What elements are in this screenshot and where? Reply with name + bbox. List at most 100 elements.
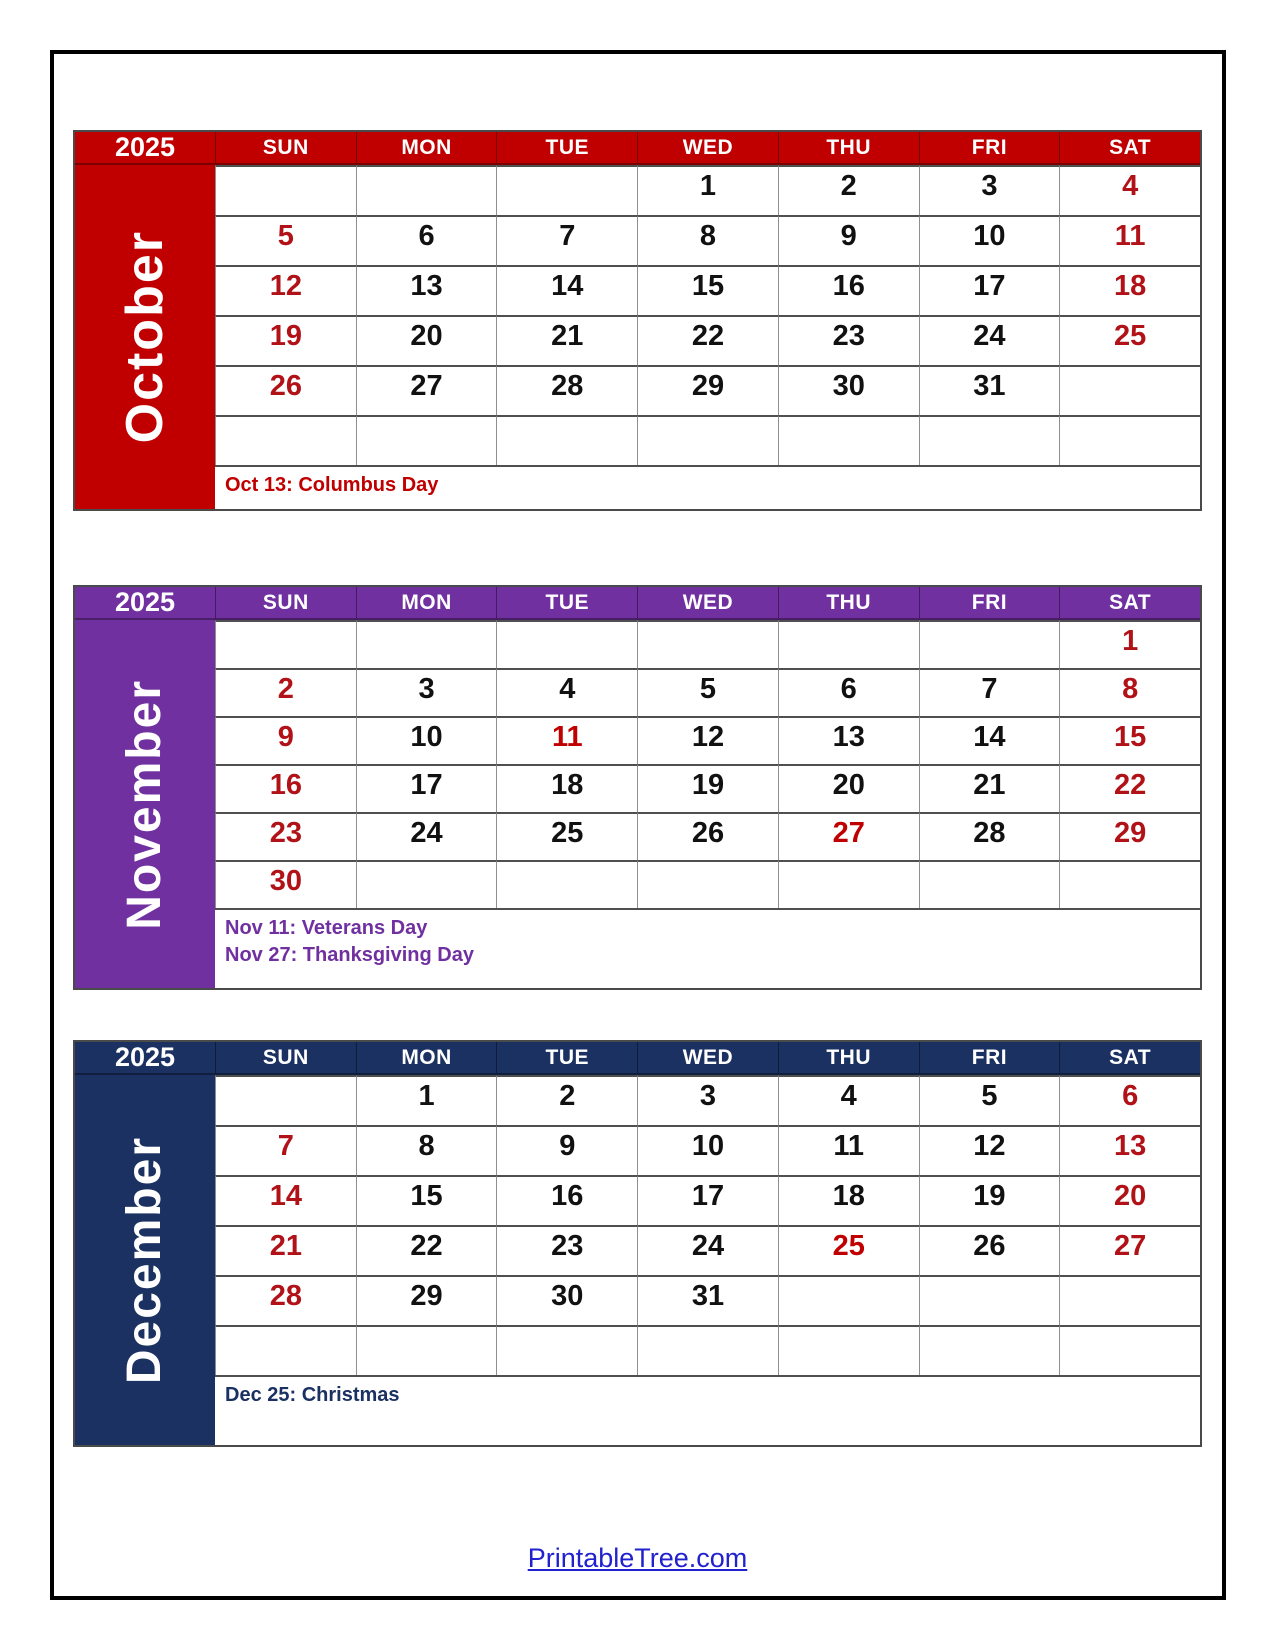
date-cell (1059, 365, 1200, 415)
holiday-note: Dec 25: Christmas (225, 1384, 400, 1406)
weekday-header-mon: MON (355, 587, 497, 620)
date-cell: 29 (355, 1275, 497, 1325)
date-cell: 22 (355, 1225, 497, 1275)
date-cell: 2 (215, 668, 356, 716)
date-cell: 20 (355, 315, 497, 365)
date-cell: 18 (1059, 265, 1200, 315)
date-cell (215, 165, 356, 215)
date-cell: 3 (918, 165, 1060, 215)
date-cell: 7 (215, 1125, 356, 1175)
date-cell: 27 (355, 365, 497, 415)
date-cell (215, 620, 356, 668)
calendar-november: 2025 SUN MON TUE WED THU FRI SAT November 1 2 3 4 5 6 7… (73, 585, 1202, 990)
date-cell: 21 (215, 1225, 356, 1275)
date-cell: 4 (777, 1075, 919, 1125)
date-cell: 2 (496, 1075, 638, 1125)
footer: PrintableTree.com (0, 1543, 1275, 1574)
weekday-header-tue: TUE (496, 1042, 638, 1075)
date-cell: 8 (637, 215, 778, 265)
date-cell: 30 (215, 860, 356, 908)
weekday-header-sun: SUN (215, 132, 356, 165)
date-cell (496, 165, 638, 215)
date-cell: 6 (1059, 1075, 1200, 1125)
date-cell: 24 (355, 812, 497, 860)
weekday-header-sat: SAT (1059, 587, 1200, 620)
weekday-header-thu: THU (777, 587, 919, 620)
date-cell: 17 (355, 764, 497, 812)
date-cell: 24 (918, 315, 1060, 365)
weekday-header-sat: SAT (1059, 132, 1200, 165)
date-cell: 18 (496, 764, 638, 812)
weekday-header-tue: TUE (496, 587, 638, 620)
date-cell (355, 620, 497, 668)
date-cell (777, 620, 919, 668)
date-cell: 31 (637, 1275, 778, 1325)
month-label: November (118, 678, 171, 930)
date-cell (637, 1325, 778, 1375)
date-cell: 20 (1059, 1175, 1200, 1225)
date-cell (215, 415, 356, 465)
date-cell (637, 860, 778, 908)
date-cell (637, 415, 778, 465)
date-cell: 25 (1059, 315, 1200, 365)
holiday-notes: Nov 11: Veterans Day Nov 27: Thanksgiving… (215, 908, 1200, 988)
footer-link[interactable]: PrintableTree.com (527, 1543, 748, 1573)
date-cell (496, 415, 638, 465)
month-label: December (118, 1135, 171, 1385)
date-cell: 5 (637, 668, 778, 716)
date-cell (777, 1325, 919, 1375)
date-cell: 12 (918, 1125, 1060, 1175)
date-cell (355, 165, 497, 215)
date-cell: 8 (355, 1125, 497, 1175)
date-cell: 4 (496, 668, 638, 716)
date-cell: 29 (1059, 812, 1200, 860)
date-cell (777, 415, 919, 465)
date-cell: 28 (496, 365, 638, 415)
date-cell: 26 (918, 1225, 1060, 1275)
date-cell: 8 (1059, 668, 1200, 716)
date-cell: 19 (637, 764, 778, 812)
date-cell: 25 (777, 1225, 919, 1275)
date-cell (918, 415, 1060, 465)
date-cell: 17 (637, 1175, 778, 1225)
holiday-note: Nov 27: Thanksgiving Day (225, 944, 474, 966)
date-cell: 16 (215, 764, 356, 812)
year-label: 2025 (75, 587, 215, 620)
date-cell: 28 (215, 1275, 356, 1325)
date-cell (1059, 860, 1200, 908)
weekday-header-sat: SAT (1059, 1042, 1200, 1075)
date-cell: 1 (355, 1075, 497, 1125)
date-cell: 10 (355, 716, 497, 764)
date-cell: 27 (777, 812, 919, 860)
date-cell: 16 (777, 265, 919, 315)
date-cell: 9 (215, 716, 356, 764)
date-cell (918, 1275, 1060, 1325)
date-cell: 14 (215, 1175, 356, 1225)
date-cell (215, 1325, 356, 1375)
date-cell (1059, 415, 1200, 465)
date-cell: 22 (637, 315, 778, 365)
calendar-grid: 2025 SUN MON TUE WED THU FRI SAT October 1 2 3 4 5 6 7 8… (73, 130, 1202, 511)
date-cell: 11 (777, 1125, 919, 1175)
date-cell (1059, 1275, 1200, 1325)
date-cell (637, 620, 778, 668)
weekday-header-wed: WED (637, 587, 778, 620)
date-cell: 25 (496, 812, 638, 860)
weekday-header-sun: SUN (215, 587, 356, 620)
date-cell: 26 (215, 365, 356, 415)
date-cell: 10 (637, 1125, 778, 1175)
month-band: December (75, 1075, 215, 1445)
year-label: 2025 (75, 1042, 215, 1075)
date-cell: 11 (496, 716, 638, 764)
date-cell: 6 (777, 668, 919, 716)
date-cell (355, 415, 497, 465)
weekday-header-fri: FRI (918, 1042, 1060, 1075)
date-cell: 22 (1059, 764, 1200, 812)
date-cell: 7 (496, 215, 638, 265)
date-cell: 12 (637, 716, 778, 764)
date-cell (496, 620, 638, 668)
date-cell (355, 860, 497, 908)
date-cell: 21 (918, 764, 1060, 812)
date-cell (918, 1325, 1060, 1375)
